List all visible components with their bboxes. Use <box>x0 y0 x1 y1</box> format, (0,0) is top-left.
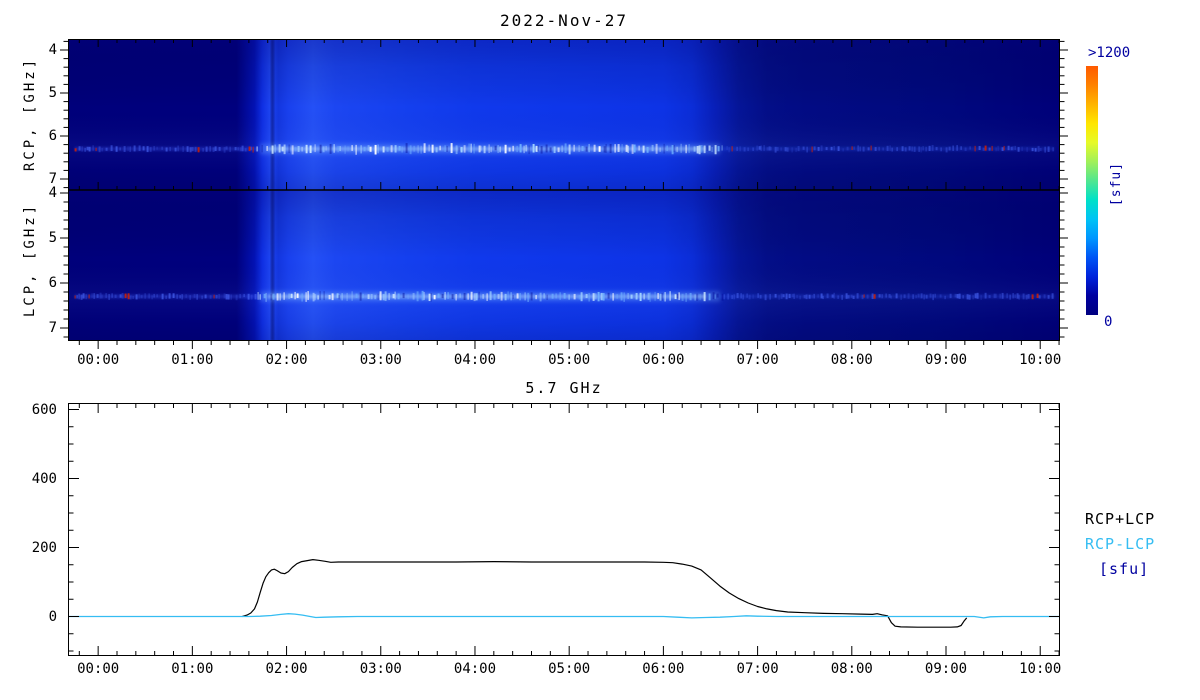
timeseries-time-tick-label: 00:00 <box>77 661 120 677</box>
legend-rcp-plus-lcp: RCP+LCP <box>1085 510 1156 528</box>
spectrogram-time-tick-label: 02:00 <box>265 352 308 368</box>
lcp-freq-tick-label: 6 <box>48 275 57 291</box>
timeseries-time-tick-label: 10:00 <box>1019 661 1062 677</box>
spectrogram-time-tick-label: 07:00 <box>736 352 779 368</box>
date-title: 2022-Nov-27 <box>500 11 628 30</box>
timeseries-border <box>68 403 1060 656</box>
timeseries-time-tick-label: 01:00 <box>171 661 214 677</box>
lcp-freq-tick-label: 5 <box>48 230 57 246</box>
lcp-panel <box>68 190 1060 341</box>
rcp-freq-tick-label: 7 <box>48 171 57 187</box>
rcp-axis-label: RCP, [GHz] <box>22 56 38 172</box>
legend-rcp-minus-lcp: RCP-LCP <box>1085 535 1156 553</box>
timeseries-time-tick-label: 09:00 <box>924 661 968 677</box>
timeseries-y-tick-label: 600 <box>31 401 57 418</box>
spectrogram-time-tick-label: 09:00 <box>924 352 968 368</box>
spectrogram-time-tick-label: 06:00 <box>642 352 685 368</box>
timeseries-time-tick-label: 05:00 <box>548 661 591 677</box>
colorbar-unit-label: [sfu] <box>1109 161 1124 207</box>
timeseries-y-tick-label: 400 <box>31 470 57 487</box>
spectrogram-time-tick-label: 08:00 <box>830 352 873 368</box>
rcp-freq-tick-label: 4 <box>48 42 57 58</box>
colorbar-gradient <box>1086 66 1098 315</box>
timeseries-time-tick-label: 02:00 <box>265 661 308 677</box>
timeseries-time-tick-label: 03:00 <box>359 661 402 677</box>
spectrogram-time-tick-label: 10:00 <box>1019 352 1062 368</box>
lcp-freq-tick-label: 4 <box>48 185 57 201</box>
rcp-panel <box>68 39 1060 190</box>
rcp-minus-lcp-line <box>69 613 1059 619</box>
timeseries-time-tick-label: 08:00 <box>830 661 873 677</box>
spectrogram-time-tick-label: 01:00 <box>171 352 214 368</box>
lcp-freq-tick-label: 7 <box>48 320 57 336</box>
rcp-plus-lcp-line <box>242 558 968 628</box>
timeseries-time-tick-label: 06:00 <box>642 661 685 677</box>
spectrogram-time-tick-label: 03:00 <box>359 352 402 368</box>
timeseries-lines <box>69 558 1059 628</box>
timeseries-y-tick-label: 200 <box>31 539 57 556</box>
lcp-panel-rfi-band <box>74 290 1054 302</box>
rcp-freq-tick-label: 5 <box>48 85 57 101</box>
spectrogram-time-tick-label: 00:00 <box>77 352 120 368</box>
spectrogram-time-tick-label: 04:00 <box>453 352 497 368</box>
lcp-axis-label: LCP, [GHz] <box>22 202 38 318</box>
rcp-freq-tick-label: 6 <box>48 128 57 144</box>
timeseries-time-tick-label: 04:00 <box>453 661 497 677</box>
timeseries-y-tick-label: 0 <box>48 608 57 625</box>
axis-ticks <box>60 39 1068 656</box>
timeseries-time-tick-label: 07:00 <box>736 661 779 677</box>
spectrogram-time-tick-label: 05:00 <box>548 352 591 368</box>
colorbar-min-label: 0 <box>1104 314 1113 330</box>
legend-sfu-unit: [sfu] <box>1099 560 1150 578</box>
timeseries-title: 5.7 GHz <box>525 379 603 397</box>
rcp-panel-rfi-band <box>74 143 1054 155</box>
colorbar-max-label: >1200 <box>1088 45 1131 61</box>
